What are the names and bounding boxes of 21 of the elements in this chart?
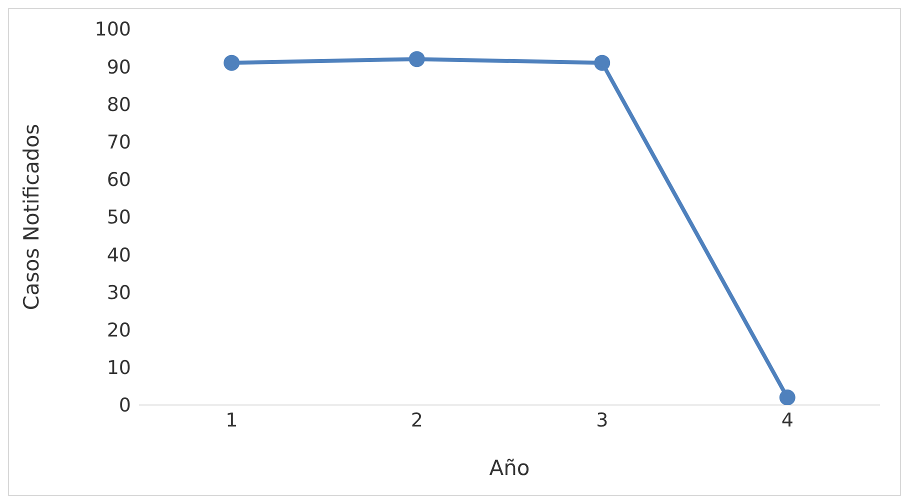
x-axis-title: Año — [489, 456, 530, 480]
y-tick-label: 70 — [106, 132, 131, 154]
x-tick-label: 4 — [781, 409, 794, 432]
y-tick-label: 80 — [106, 94, 131, 116]
point — [224, 54, 240, 71]
y-tick-label: 60 — [106, 169, 131, 192]
y-tick-label: 20 — [106, 320, 131, 342]
y-tick-label: 50 — [106, 206, 131, 229]
y-tick-label: 90 — [106, 56, 131, 78]
point — [779, 389, 796, 405]
y-tick-label: 30 — [106, 282, 131, 304]
y-tick-label: 0 — [118, 394, 131, 417]
y-tick-label: 40 — [106, 244, 131, 266]
x-tick-label: 2 — [410, 409, 423, 432]
x-tick-label: 3 — [596, 409, 608, 432]
y-tick-label: 100 — [94, 18, 131, 41]
point — [594, 54, 610, 71]
point — [408, 51, 425, 68]
y-axis-title: Casos Notificados — [19, 124, 44, 310]
x-tick-label: 1 — [226, 409, 238, 432]
y-tick-label: 10 — [106, 357, 131, 380]
